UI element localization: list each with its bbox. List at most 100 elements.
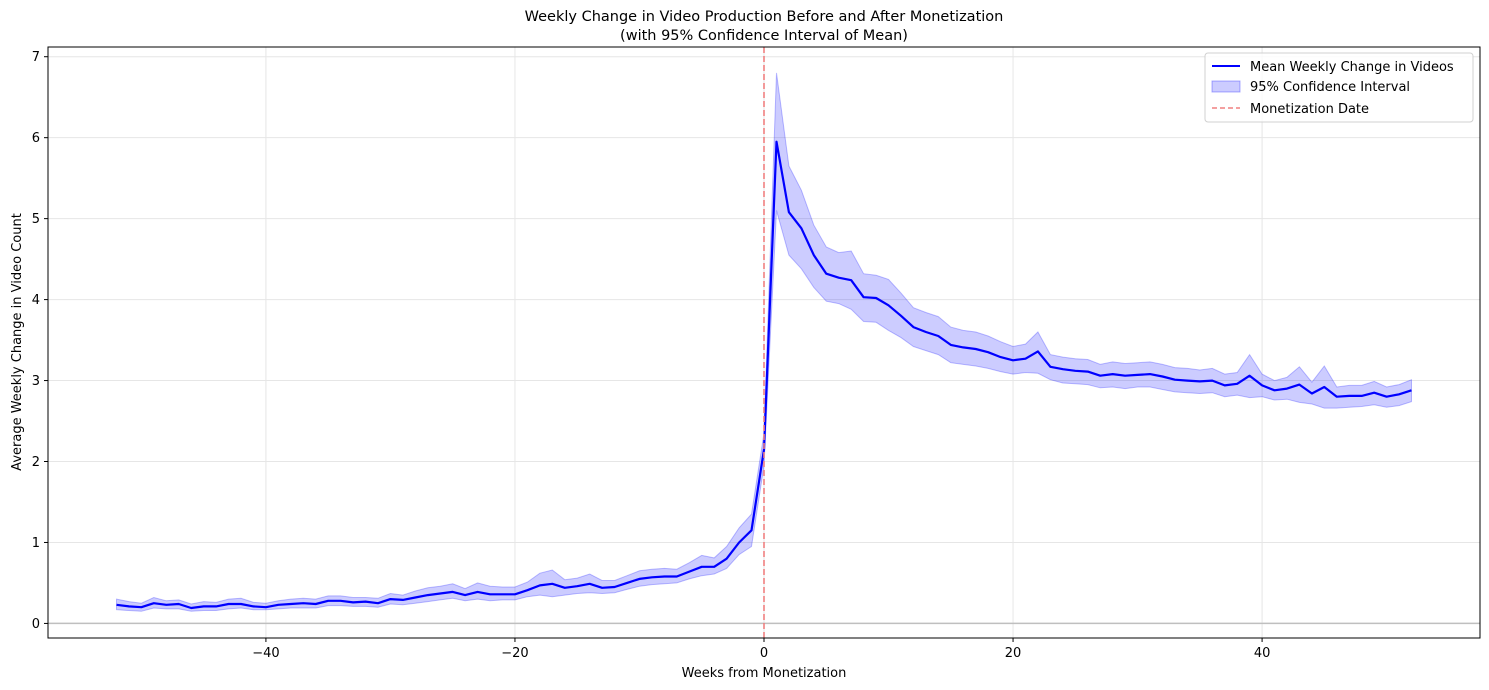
y-tick-label: 6 <box>32 131 40 146</box>
mean-point <box>863 296 865 298</box>
mean-point <box>477 591 479 593</box>
mean-point <box>1261 384 1263 386</box>
x-tick-label: −20 <box>501 646 528 661</box>
mean-point <box>1236 383 1238 385</box>
mean-point <box>638 578 640 580</box>
mean-point <box>240 603 242 605</box>
mean-point <box>215 605 217 607</box>
mean-point <box>389 598 391 600</box>
mean-point <box>713 566 715 568</box>
mean-point <box>1124 375 1126 377</box>
mean-point <box>539 584 541 586</box>
y-tick-label: 5 <box>32 212 40 227</box>
chart-title: Weekly Change in Video Production Before… <box>525 9 1004 25</box>
mean-point <box>925 331 927 333</box>
mean-point <box>663 575 665 577</box>
mean-point <box>464 594 466 596</box>
mean-point <box>1199 380 1201 382</box>
x-tick-label: 0 <box>760 646 768 661</box>
mean-point <box>1224 384 1226 386</box>
mean-point <box>377 602 379 604</box>
mean-point <box>676 575 678 577</box>
legend-label-vline: Monetization Date <box>1250 102 1369 117</box>
x-tick-label: −40 <box>252 646 279 661</box>
mean-point <box>1348 395 1350 397</box>
x-tick-label: 20 <box>1005 646 1022 661</box>
mean-point <box>302 602 304 604</box>
mean-point <box>1336 396 1338 398</box>
mean-point <box>178 603 180 605</box>
mean-point <box>1323 386 1325 388</box>
plot-area <box>48 47 1480 638</box>
mean-point <box>900 315 902 317</box>
mean-point <box>726 558 728 560</box>
y-tick-label: 4 <box>32 293 40 308</box>
mean-point <box>439 592 441 594</box>
legend-label-mean: Mean Weekly Change in Videos <box>1250 60 1454 75</box>
mean-point <box>1398 393 1400 395</box>
mean-point <box>277 604 279 606</box>
mean-point <box>551 583 553 585</box>
mean-point <box>1149 373 1151 375</box>
mean-point <box>327 600 329 602</box>
mean-point <box>489 593 491 595</box>
legend-box <box>1204 52 1474 123</box>
mean-point <box>402 599 404 601</box>
mean-point <box>153 602 155 604</box>
mean-point <box>1186 380 1188 382</box>
y-tick-label: 0 <box>32 617 40 632</box>
mean-point <box>875 297 877 299</box>
mean-point <box>452 591 454 593</box>
mean-line <box>116 140 1412 610</box>
y-tick-label: 2 <box>32 455 40 470</box>
y-axis-label: Average Weekly Change in Video Count <box>10 213 25 471</box>
mean-point <box>1174 379 1176 381</box>
mean-point <box>252 605 254 607</box>
mean-point <box>937 335 939 337</box>
y-tick-label: 3 <box>32 374 40 389</box>
mean-point <box>850 279 852 281</box>
mean-point <box>825 273 827 275</box>
mean-point <box>1137 374 1139 376</box>
mean-point <box>1049 366 1051 368</box>
chart-subtitle: (with 95% Confidence Interval of Mean) <box>620 28 908 44</box>
mean-point <box>838 277 840 279</box>
mean-point <box>1286 388 1288 390</box>
y-tick-label: 7 <box>32 50 40 65</box>
axis-ticks: −40 −20 0 20 40 0 1 2 3 4 5 6 7 <box>32 50 1271 661</box>
mean-point <box>1062 368 1064 370</box>
mean-point <box>576 585 578 587</box>
mean-point <box>614 586 616 588</box>
mean-point <box>365 601 367 603</box>
mean-point <box>1112 373 1114 375</box>
mean-point <box>352 601 354 603</box>
mean-point <box>1373 392 1375 394</box>
mean-point <box>688 571 690 573</box>
mean-point <box>1000 356 1002 358</box>
mean-point <box>290 603 292 605</box>
mean-point <box>800 227 802 229</box>
x-tick-label: 40 <box>1254 646 1271 661</box>
mean-point <box>813 254 815 256</box>
mean-point <box>1298 384 1300 386</box>
y-tick-label: 1 <box>32 536 40 551</box>
mean-point <box>975 348 977 350</box>
legend: Mean Weekly Change in Videos 95% Confide… <box>1204 52 1474 123</box>
mean-point <box>414 597 416 599</box>
mean-point <box>1024 358 1026 360</box>
mean-point <box>564 587 566 589</box>
mean-point <box>140 606 142 608</box>
mean-point <box>1037 350 1039 352</box>
mean-point <box>888 304 890 306</box>
mean-point <box>502 593 504 595</box>
mean-point <box>1411 389 1413 391</box>
mean-point <box>190 607 192 609</box>
mean-point <box>775 141 777 143</box>
legend-label-ci: 95% Confidence Interval <box>1250 80 1410 95</box>
grid <box>48 47 1480 638</box>
mean-point <box>1311 393 1313 395</box>
mean-point <box>1099 375 1101 377</box>
mean-point <box>751 529 753 531</box>
mean-point <box>315 603 317 605</box>
mean-point <box>1012 359 1014 361</box>
